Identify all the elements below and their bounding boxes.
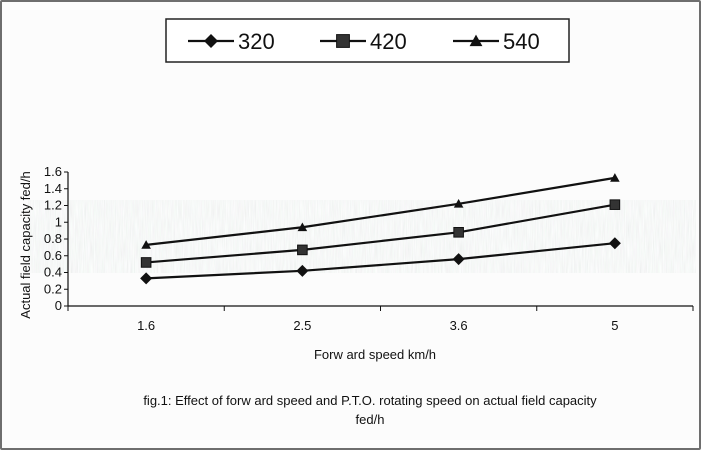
- x-tick-label: 2.5: [293, 318, 311, 333]
- series-group: [140, 173, 621, 285]
- y-axis-label: Actual field capacity fed/h: [18, 171, 33, 318]
- y-tick-label: 0.2: [44, 281, 62, 296]
- x-tick-label: 3.6: [450, 318, 468, 333]
- data-point-420: [140, 257, 152, 268]
- data-point-320: [608, 237, 621, 250]
- y-tick-label: 0.4: [44, 265, 62, 280]
- y-tick-label: 0: [55, 298, 62, 313]
- data-point-540: [610, 173, 620, 182]
- series-line-540: [146, 176, 616, 246]
- x-tick-group: 1.6 2.5 3.6 5: [67, 306, 694, 333]
- legend-marker-540: [469, 34, 483, 47]
- legend-label-320: 320: [238, 29, 275, 54]
- legend-label-540: 540: [503, 29, 540, 54]
- x-tick-label: 5: [611, 318, 618, 333]
- data-point-540: [141, 240, 151, 249]
- data-point-320: [140, 272, 153, 285]
- data-point-420: [453, 227, 464, 238]
- y-tick-label: 1.6: [44, 164, 62, 179]
- legend-marker-420: [336, 34, 350, 48]
- y-tick-label: 1.4: [44, 181, 62, 196]
- data-point-420: [609, 199, 621, 210]
- data-point-320: [452, 253, 465, 266]
- legend-marker-320: [204, 34, 218, 48]
- y-tick-group: 0 0.20.4 0.6 0.8 11.2 1.4 1.6: [44, 164, 68, 313]
- series-line-420: [146, 203, 616, 264]
- y-tick-label: 0.8: [44, 231, 62, 246]
- legend-label-420: 420: [370, 29, 407, 54]
- y-tick-label: 0.6: [44, 248, 62, 263]
- plot-background-band: [28, 200, 696, 273]
- figure-caption-line-2: fed/h: [356, 412, 385, 427]
- x-tick-label: 1.6: [137, 318, 155, 333]
- data-point-540: [297, 222, 308, 232]
- y-tick-label: 1.2: [44, 198, 62, 213]
- data-point-320: [296, 264, 309, 277]
- series-line-320: [146, 242, 615, 280]
- y-tick-label: 1: [55, 214, 62, 229]
- data-point-420: [297, 244, 308, 256]
- x-axis-label: Forw ard speed km/h: [314, 347, 436, 362]
- figure-caption-line-1: fig.1: Effect of forw ard speed and P.T.…: [143, 393, 597, 408]
- legend: 320 420 540: [165, 18, 570, 63]
- data-point-540: [453, 199, 464, 208]
